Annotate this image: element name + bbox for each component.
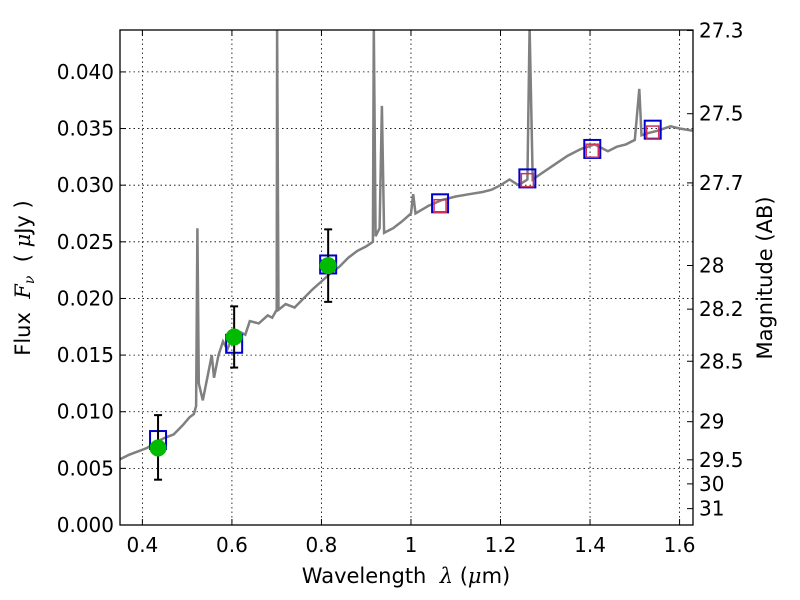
x-tick-label: 1.2 [485, 533, 517, 557]
y-right-tick-label: 28.2 [699, 297, 744, 321]
plot-background [120, 30, 693, 525]
observed-band-flux-square [520, 172, 535, 188]
x-tick-label: 0.8 [306, 533, 338, 557]
x-tick-label: 0.4 [126, 533, 158, 557]
x-tick-label: 1.6 [664, 533, 696, 557]
y-axis-right-label: Magnitude (AB) [753, 196, 777, 359]
x-tick-label: 1 [405, 533, 418, 557]
y-tick-label: 0.000 [57, 513, 114, 537]
y-tick-label: 0.025 [57, 230, 114, 254]
y-right-tick-label: 28.5 [699, 349, 744, 373]
y-tick-label: 0.005 [57, 456, 114, 480]
y-right-tick-label: 27.3 [699, 19, 744, 43]
y-axis-left-label: Flux Fν ( μJy ) [11, 200, 38, 355]
y-right-tick-label: 30 [699, 472, 724, 496]
plot-frame [119, 29, 694, 526]
y-tick-label: 0.020 [57, 286, 114, 310]
y-right-tick-label: 31 [699, 497, 724, 521]
y-axis-left-ticks: 0.000 0.005 0.010 0.015 0.020 0.025 0.030 0.035… [57, 60, 126, 537]
y-tick-label: 0.030 [57, 173, 114, 197]
y-tick-label: 0.035 [57, 117, 114, 141]
y-right-tick-label: 27.5 [699, 102, 744, 126]
y-right-tick-label: 28 [699, 253, 724, 277]
observed-band-flux-square [585, 143, 600, 158]
x-axis-label: Wavelength λ (μm) [302, 564, 510, 588]
measured-flux-point [319, 257, 337, 275]
data-markers [149, 119, 662, 481]
observed-band-flux-square [433, 198, 447, 214]
y-tick-label: 0.010 [57, 400, 114, 424]
model-spectrum-line [120, 30, 693, 461]
y-right-tick-label: 29.5 [699, 448, 744, 472]
x-tick-label: 1.4 [574, 533, 606, 557]
y-right-tick-label: 27.7 [699, 171, 744, 195]
x-tick-label: 0.6 [216, 533, 248, 557]
observed-band-flux-square [645, 125, 660, 140]
measured-flux-point [225, 328, 243, 346]
y-right-tick-label: 29 [699, 410, 724, 434]
y-tick-label: 0.015 [57, 343, 114, 367]
x-axis-ticks: 0.4 0.6 0.8 1 1.2 1.4 1.6 [126, 30, 695, 557]
y-tick-label: 0.040 [57, 60, 114, 84]
measured-flux-point [149, 439, 167, 457]
